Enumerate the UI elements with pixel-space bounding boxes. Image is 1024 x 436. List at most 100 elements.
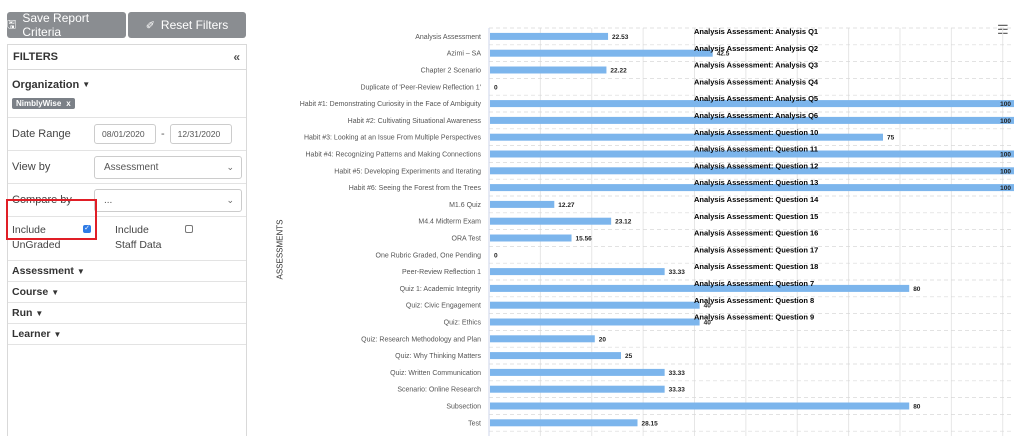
bar xyxy=(490,49,713,57)
overlay-label: Analysis Assessment: Question 16 xyxy=(694,229,818,238)
bar xyxy=(490,335,595,343)
include-ungraded-checkbox[interactable]: ✓ xyxy=(83,225,91,233)
caret-down-icon: ▼ xyxy=(35,308,44,318)
bar xyxy=(490,318,700,326)
bar xyxy=(490,268,665,276)
overlay-label: Analysis Assessment: Question 15 xyxy=(694,212,818,221)
bar xyxy=(490,32,609,40)
view-by-row: View by Assessment ⌄ xyxy=(8,151,246,184)
include-options-row: Include UnGraded ✓ Include Staff Data xyxy=(8,217,246,261)
overlay-label: Analysis Assessment: Question 18 xyxy=(694,262,818,271)
overlay-label: Analysis Assessment: Analysis Q3 xyxy=(694,61,818,70)
bar xyxy=(490,150,1014,158)
save-report-criteria-button[interactable]: 🖫 Save Report Criteria xyxy=(7,11,126,39)
reset-filters-button[interactable]: ✐ Reset Filters xyxy=(128,12,246,38)
category-label: Habit #2: Cultivating Situational Awaren… xyxy=(348,118,482,125)
organization-chip-label: NimblyWise xyxy=(16,99,62,108)
view-by-select[interactable]: Assessment ⌄ xyxy=(94,155,242,179)
filter-section-assessment[interactable]: Assessment ▼ xyxy=(8,261,246,282)
category-label: Quiz: Why Thinking Matters xyxy=(395,353,481,360)
data-label: 80 xyxy=(913,404,921,411)
category-label: Habit #1: Demonstrating Curiosity in the… xyxy=(300,101,482,108)
date-from-input[interactable]: 08/01/2020 xyxy=(94,124,156,144)
overlay-label: Analysis Assessment: Question 7 xyxy=(694,279,814,288)
category-label: M4.4 Midterm Exam xyxy=(418,219,481,226)
data-label: 0 xyxy=(494,252,498,259)
category-label: Quiz: Research Methodology and Plan xyxy=(361,336,481,343)
overlay-label: Analysis Assessment: Question 8 xyxy=(694,296,814,305)
bar xyxy=(490,284,910,292)
data-label: 100 xyxy=(1000,118,1011,125)
category-label: Habit #3: Looking at an Issue From Multi… xyxy=(304,135,482,142)
filter-section-label: Course xyxy=(12,286,49,298)
bar xyxy=(490,385,665,393)
filter-section-course[interactable]: Course ▼ xyxy=(8,282,246,303)
data-label: 40 xyxy=(704,303,712,310)
include-staff-label: Include Staff Data xyxy=(115,223,162,253)
category-label: Duplicate of 'Peer-Review Reflection 1' xyxy=(360,84,481,91)
overlay-label: Analysis Assessment: Analysis Q6 xyxy=(694,111,818,120)
save-icon: 🖫 xyxy=(7,18,17,31)
data-label: 40 xyxy=(704,320,712,327)
data-label: 100 xyxy=(1000,185,1011,192)
caret-down-icon: ▼ xyxy=(51,287,60,297)
data-label: 100 xyxy=(1000,152,1011,159)
data-label: 28.15 xyxy=(642,420,659,427)
chip-remove-icon[interactable]: x xyxy=(66,99,71,108)
organization-toggle[interactable]: Organization ▼ xyxy=(12,75,242,93)
view-by-value: Assessment xyxy=(104,161,159,173)
data-label: 100 xyxy=(1000,168,1011,175)
category-label: ORA Test xyxy=(452,236,481,243)
category-label: Test xyxy=(468,420,481,427)
overlay-label: Analysis Assessment: Question 12 xyxy=(694,161,818,170)
data-label: 33.33 xyxy=(669,370,686,377)
date-range-label: Date Range xyxy=(12,128,71,140)
category-label: Habit #5: Developing Experiments and Ite… xyxy=(334,168,481,175)
data-label: 20 xyxy=(599,336,607,343)
overlay-label: Analysis Assessment: Question 9 xyxy=(694,313,814,322)
category-label: Subsection xyxy=(446,404,481,411)
caret-down-icon: ▼ xyxy=(76,266,85,276)
eraser-icon: ✐ xyxy=(145,19,155,32)
category-label: Habit #6: Seeing the Forest from the Tre… xyxy=(349,185,482,192)
bar xyxy=(490,301,700,309)
collapse-panel-icon[interactable]: « xyxy=(233,50,240,64)
bar xyxy=(490,200,555,208)
category-label: Quiz: Written Communication xyxy=(390,370,481,377)
data-label: 42.5 xyxy=(717,51,730,58)
filters-header: FILTERS « xyxy=(8,45,246,70)
bar xyxy=(490,368,665,376)
overlay-label: Analysis Assessment: Analysis Q1 xyxy=(694,27,818,36)
category-label: Peer-Review Reflection 1 xyxy=(402,269,481,276)
filter-section-run[interactable]: Run ▼ xyxy=(8,303,246,324)
category-label: Analysis Assessment xyxy=(415,34,481,41)
date-to-input[interactable]: 12/31/2020 xyxy=(169,124,232,144)
filter-section-learner[interactable]: Learner ▼ xyxy=(8,324,246,345)
category-label: M1.6 Quiz xyxy=(449,202,481,209)
include-staff-line1: Include xyxy=(115,224,149,236)
bar xyxy=(490,116,1014,124)
category-label: Azimi – SA xyxy=(447,51,482,58)
include-ungraded-line1: Include xyxy=(12,224,46,236)
data-label: 25 xyxy=(625,353,633,360)
bar xyxy=(490,184,1014,192)
bar xyxy=(490,352,621,360)
data-label: 12.27 xyxy=(558,202,575,209)
data-label: 23.12 xyxy=(615,219,632,226)
overlay-label: Analysis Assessment: Question 17 xyxy=(694,245,818,254)
overlay-label: Analysis Assessment: Question 14 xyxy=(694,195,819,204)
bar xyxy=(490,419,638,427)
organization-filter: Organization ▼ NimblyWise x xyxy=(8,70,246,118)
filter-section-label: Assessment xyxy=(12,265,74,277)
category-label: Quiz: Ethics xyxy=(444,320,482,327)
date-range-row: Date Range 08/01/2020 - 12/31/2020 xyxy=(8,118,246,151)
data-label: 0 xyxy=(494,84,498,91)
data-label: 80 xyxy=(913,286,921,293)
data-label: 75 xyxy=(887,135,895,142)
include-staff-checkbox[interactable] xyxy=(185,225,193,233)
bar xyxy=(490,100,1014,108)
bar xyxy=(490,133,883,141)
filter-sections: Assessment ▼ Course ▼ Run ▼ Learner ▼ xyxy=(8,261,246,345)
filter-section-label: Learner xyxy=(12,328,51,340)
category-label: Quiz 1: Academic Integrity xyxy=(400,286,482,293)
